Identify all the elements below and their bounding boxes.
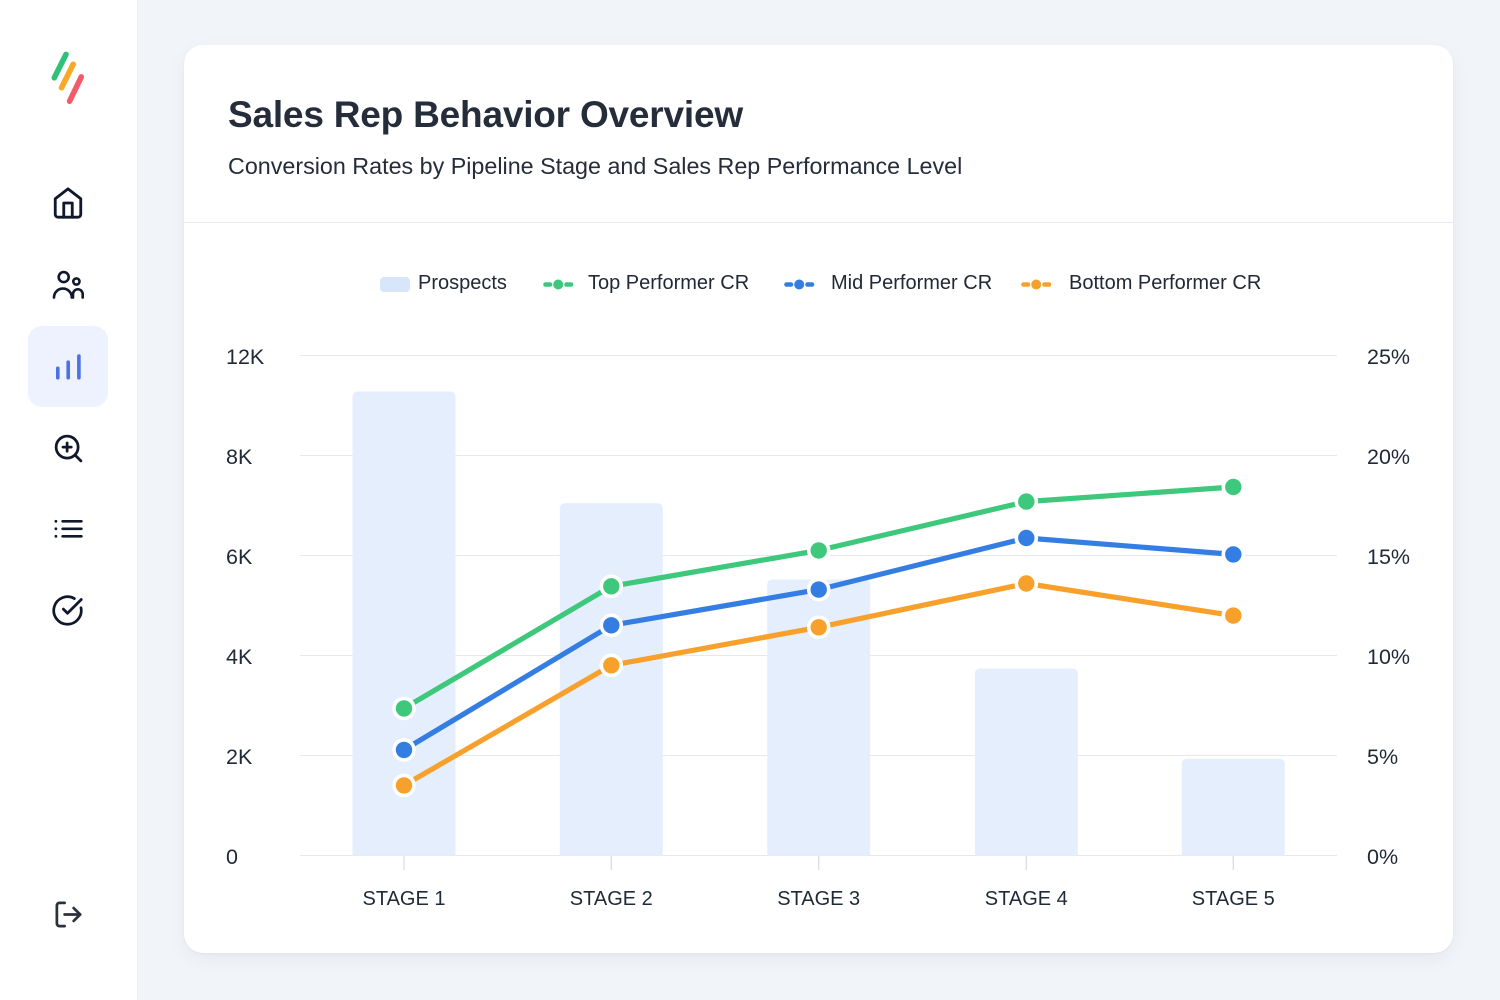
svg-text:STAGE 2: STAGE 2 (570, 888, 653, 910)
svg-text:5%: 5% (1367, 745, 1398, 769)
svg-text:12K: 12K (226, 345, 265, 369)
svg-text:Top Performer CR: Top Performer CR (588, 272, 749, 294)
svg-text:Prospects: Prospects (418, 272, 507, 294)
svg-text:0: 0 (226, 845, 238, 869)
svg-text:20%: 20% (1367, 445, 1410, 469)
svg-text:STAGE 4: STAGE 4 (985, 888, 1068, 910)
svg-text:10%: 10% (1367, 645, 1410, 669)
svg-text:0%: 0% (1367, 845, 1398, 869)
svg-text:STAGE 5: STAGE 5 (1192, 888, 1275, 910)
svg-text:STAGE 1: STAGE 1 (363, 888, 446, 910)
svg-text:2K: 2K (226, 745, 253, 769)
svg-text:Bottom Performer CR: Bottom Performer CR (1069, 272, 1261, 294)
svg-text:15%: 15% (1367, 545, 1410, 569)
svg-text:4K: 4K (226, 645, 253, 669)
svg-text:25%: 25% (1367, 345, 1410, 369)
svg-text:8K: 8K (226, 445, 253, 469)
svg-text:Mid Performer CR: Mid Performer CR (831, 272, 992, 294)
svg-text:6K: 6K (226, 545, 253, 569)
svg-text:STAGE 3: STAGE 3 (777, 888, 860, 910)
